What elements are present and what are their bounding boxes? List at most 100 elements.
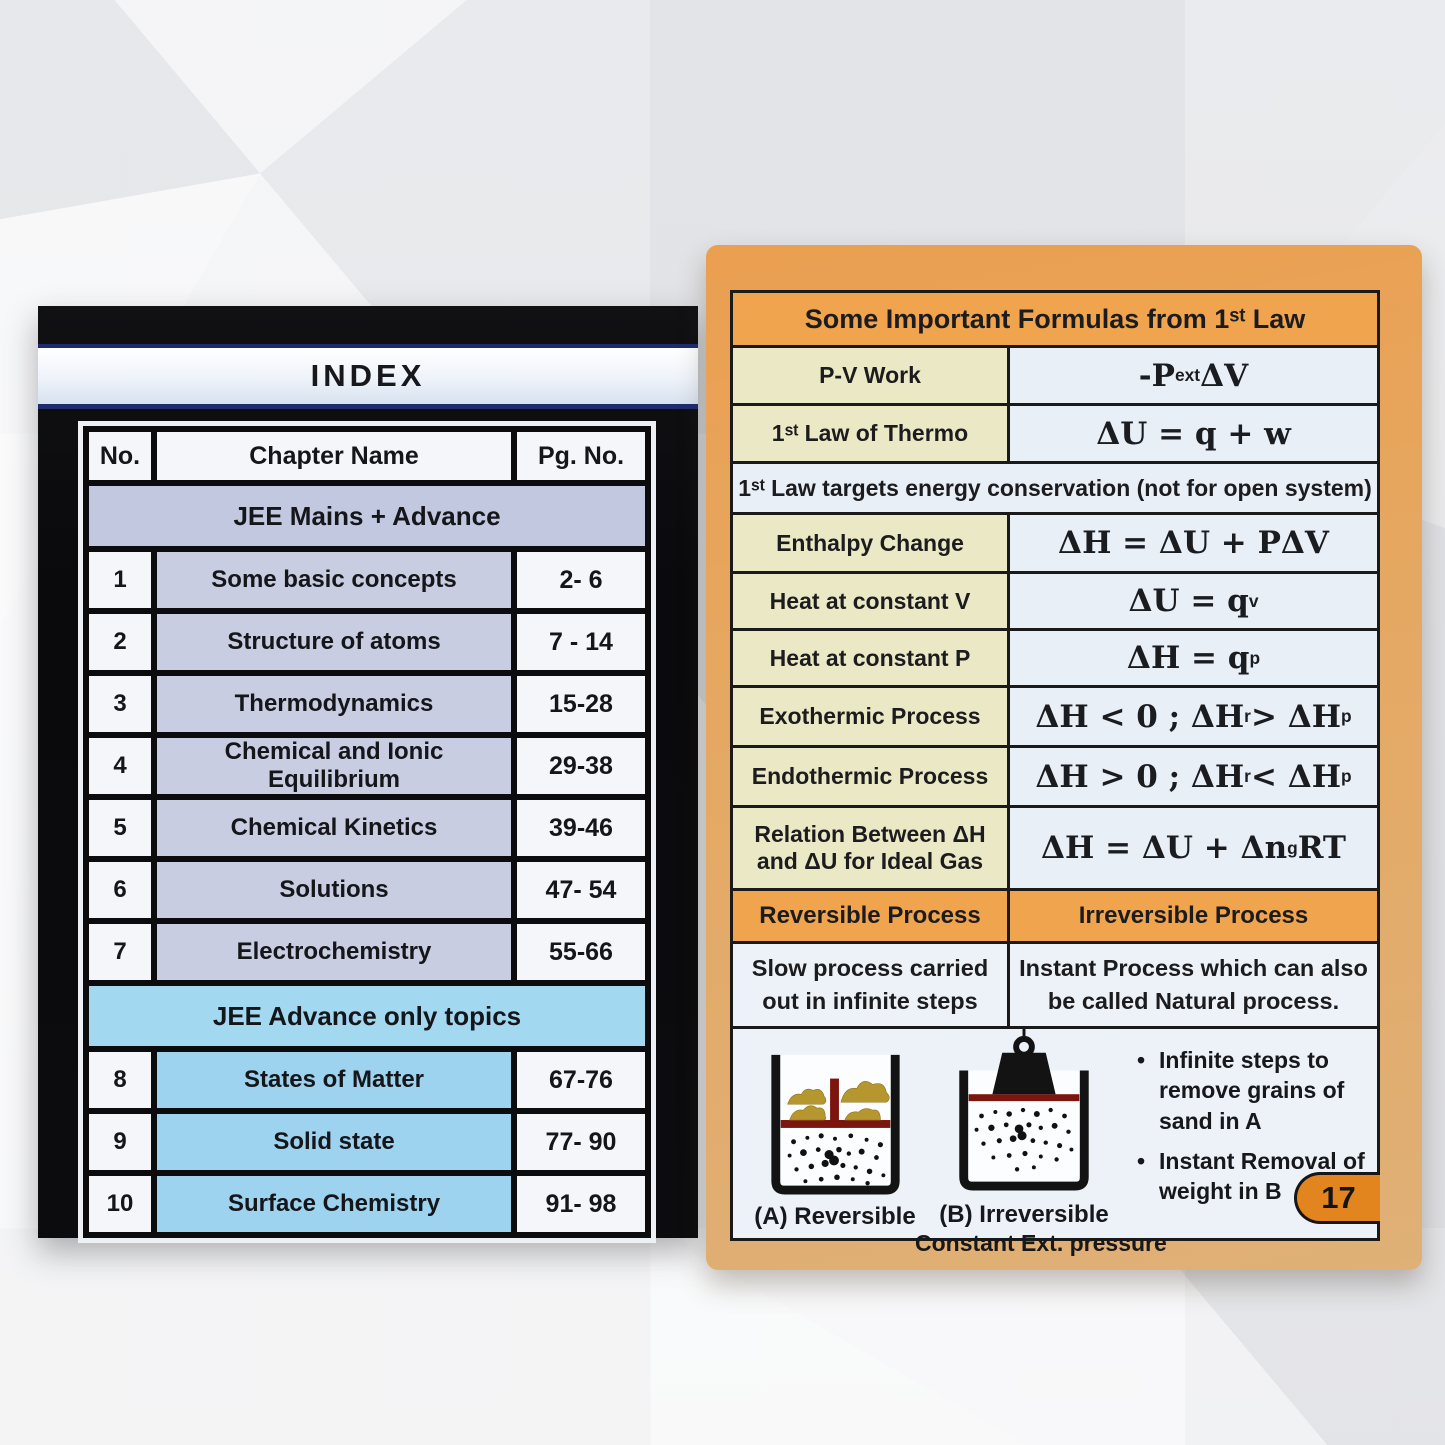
- reversible-process-description: Slow process carried out in infinite ste…: [733, 944, 1010, 1026]
- navy-divider-top: [38, 344, 698, 348]
- process-illustration-panel: (A) Reversible: [733, 1026, 1380, 1256]
- gas-molecule-dots: [974, 1107, 1074, 1172]
- formula-row: Relation Between ΔH and ΔU for Ideal Gas…: [733, 805, 1377, 888]
- formula-value: ΔH > 0 ; ΔH r < ΔH p: [1010, 748, 1377, 805]
- gas-molecule-dots: [787, 1133, 885, 1186]
- page-range: 29-38: [517, 738, 645, 794]
- weight-icon: [992, 1052, 1056, 1095]
- row-number: 1: [89, 552, 151, 608]
- column-header-no: No.: [89, 432, 151, 480]
- first-law-note: 1ˢᵗ Law targets energy conservation (not…: [733, 461, 1377, 512]
- formula-label: Exothermic Process: [733, 688, 1010, 745]
- formula-label: Heat at constant V: [733, 574, 1010, 628]
- reversible-illustration-column: (A) Reversible: [749, 1029, 921, 1231]
- row-number: 4: [89, 738, 151, 794]
- chapter-name: Surface Chemistry: [157, 1176, 511, 1232]
- irreversible-illustration-column: (B) Irreversible Constant Ext. pressure: [915, 1029, 1167, 1257]
- row-number: 2: [89, 614, 151, 670]
- chapter-name: Chemical Kinetics: [157, 800, 511, 856]
- chapter-name: Some basic concepts: [157, 552, 511, 608]
- formula-row: Enthalpy Change ΔH = ΔU + PΔV: [733, 512, 1377, 571]
- row-number: 10: [89, 1176, 151, 1232]
- table-row: 7 Electrochemistry 55-66: [89, 924, 645, 980]
- formula-value: ΔH = ΔU + Δn g RT: [1010, 808, 1377, 888]
- formula-table-title: Some Important Formulas from 1ˢᵗ Law: [733, 293, 1377, 345]
- table-row: 9 Solid state 77- 90: [89, 1114, 645, 1170]
- formula-label: 1ˢᵗ Law of Thermo: [733, 406, 1010, 461]
- reversible-beaker-illustration: [770, 1054, 900, 1195]
- chapter-name: Solutions: [157, 862, 511, 918]
- chapter-name: Chemical and Ionic Equilibrium: [157, 738, 511, 794]
- table-row: 1 Some basic concepts 2- 6: [89, 552, 645, 608]
- page-range: 2- 6: [517, 552, 645, 608]
- formula-label: Relation Between ΔH and ΔU for Ideal Gas: [733, 808, 1010, 888]
- row-number: 9: [89, 1114, 151, 1170]
- table-row: 3 Thermodynamics 15-28: [89, 676, 645, 732]
- column-header-chapter: Chapter Name: [157, 432, 511, 480]
- formula-label: Heat at constant P: [733, 631, 1010, 685]
- table-row: 6 Solutions 47- 54: [89, 862, 645, 918]
- constant-pressure-caption: Constant Ext. pressure: [915, 1230, 1167, 1256]
- navy-divider-bottom: [38, 404, 698, 409]
- table-row: 10 Surface Chemistry 91- 98: [89, 1176, 645, 1232]
- section-band-jee-advance: JEE Advance only topics: [89, 986, 645, 1046]
- column-header-pg: Pg. No.: [517, 432, 645, 480]
- irreversible-beaker-label: (B) Irreversible: [939, 1201, 1109, 1228]
- table-row: 2 Structure of atoms 7 - 14: [89, 614, 645, 670]
- bullet-item: Infinite steps to remove grains of sand …: [1133, 1045, 1367, 1136]
- irreversible-process-header: Irreversible Process: [1010, 891, 1377, 941]
- chapter-name: States of Matter: [157, 1052, 511, 1108]
- weight-handle-icon: [1013, 1035, 1035, 1058]
- process-header-row: Reversible Process Irreversible Process: [733, 888, 1377, 941]
- formula-row: 1ˢᵗ Law of Thermo ΔU = q + w: [733, 403, 1377, 461]
- row-number: 8: [89, 1052, 151, 1108]
- page-range: 47- 54: [517, 862, 645, 918]
- index-card: INDEX No. Chapter Name Pg. No. JEE Mains…: [38, 306, 698, 1243]
- row-number: 5: [89, 800, 151, 856]
- chapter-name: Electrochemistry: [157, 924, 511, 980]
- formula-row: Endothermic Process ΔH > 0 ; ΔH r < ΔH p: [733, 745, 1377, 805]
- formula-value: ΔU = q + w: [1010, 406, 1377, 461]
- bullet-item: Instant Removal of weight in B: [1133, 1146, 1367, 1207]
- formula-row: Exothermic Process ΔH < 0 ; ΔH r > ΔH p: [733, 685, 1377, 745]
- index-table-header-row: No. Chapter Name Pg. No.: [89, 432, 645, 480]
- formula-value: ΔH < 0 ; ΔH r > ΔH p: [1010, 688, 1377, 745]
- formula-label: Endothermic Process: [733, 748, 1010, 805]
- row-number: 6: [89, 862, 151, 918]
- formula-label: P-V Work: [733, 348, 1010, 403]
- page-range: 15-28: [517, 676, 645, 732]
- formula-value: -P ext ΔV: [1010, 348, 1377, 403]
- page-range: 67-76: [517, 1052, 645, 1108]
- table-row: 4 Chemical and Ionic Equilibrium 29-38: [89, 738, 645, 794]
- index-table: No. Chapter Name Pg. No. JEE Mains + Adv…: [78, 421, 656, 1243]
- formula-table: Some Important Formulas from 1ˢᵗ Law P-V…: [730, 290, 1380, 1256]
- page-range: 7 - 14: [517, 614, 645, 670]
- formula-label: Enthalpy Change: [733, 515, 1010, 571]
- page-range: 91- 98: [517, 1176, 645, 1232]
- reversible-beaker-label: (A) Reversible: [754, 1203, 916, 1230]
- page-range: 77- 90: [517, 1114, 645, 1170]
- index-title-band: INDEX: [38, 348, 698, 404]
- formula-value: ΔH = ΔU + PΔV: [1010, 515, 1377, 571]
- chapter-name: Structure of atoms: [157, 614, 511, 670]
- irreversible-beaker-illustration: [959, 1029, 1089, 1191]
- page-range: 55-66: [517, 924, 645, 980]
- reversible-process-header: Reversible Process: [733, 891, 1010, 941]
- irreversible-process-description: Instant Process which can also be called…: [1010, 944, 1377, 1026]
- page-range: 39-46: [517, 800, 645, 856]
- illustration-bullet-list: Infinite steps to remove grains of sand …: [1133, 1045, 1367, 1207]
- formula-row: P-V Work -P ext ΔV: [733, 345, 1377, 403]
- row-number: 3: [89, 676, 151, 732]
- row-number: 7: [89, 924, 151, 980]
- page-number-badge: 17: [1294, 1172, 1380, 1224]
- formula-card: Some Important Formulas from 1ˢᵗ Law P-V…: [706, 245, 1422, 1270]
- process-description-row: Slow process carried out in infinite ste…: [733, 941, 1377, 1026]
- section-band-jee-mains: JEE Mains + Advance: [89, 486, 645, 546]
- sand-piles-icon: [786, 1081, 890, 1121]
- index-title: INDEX: [310, 358, 426, 393]
